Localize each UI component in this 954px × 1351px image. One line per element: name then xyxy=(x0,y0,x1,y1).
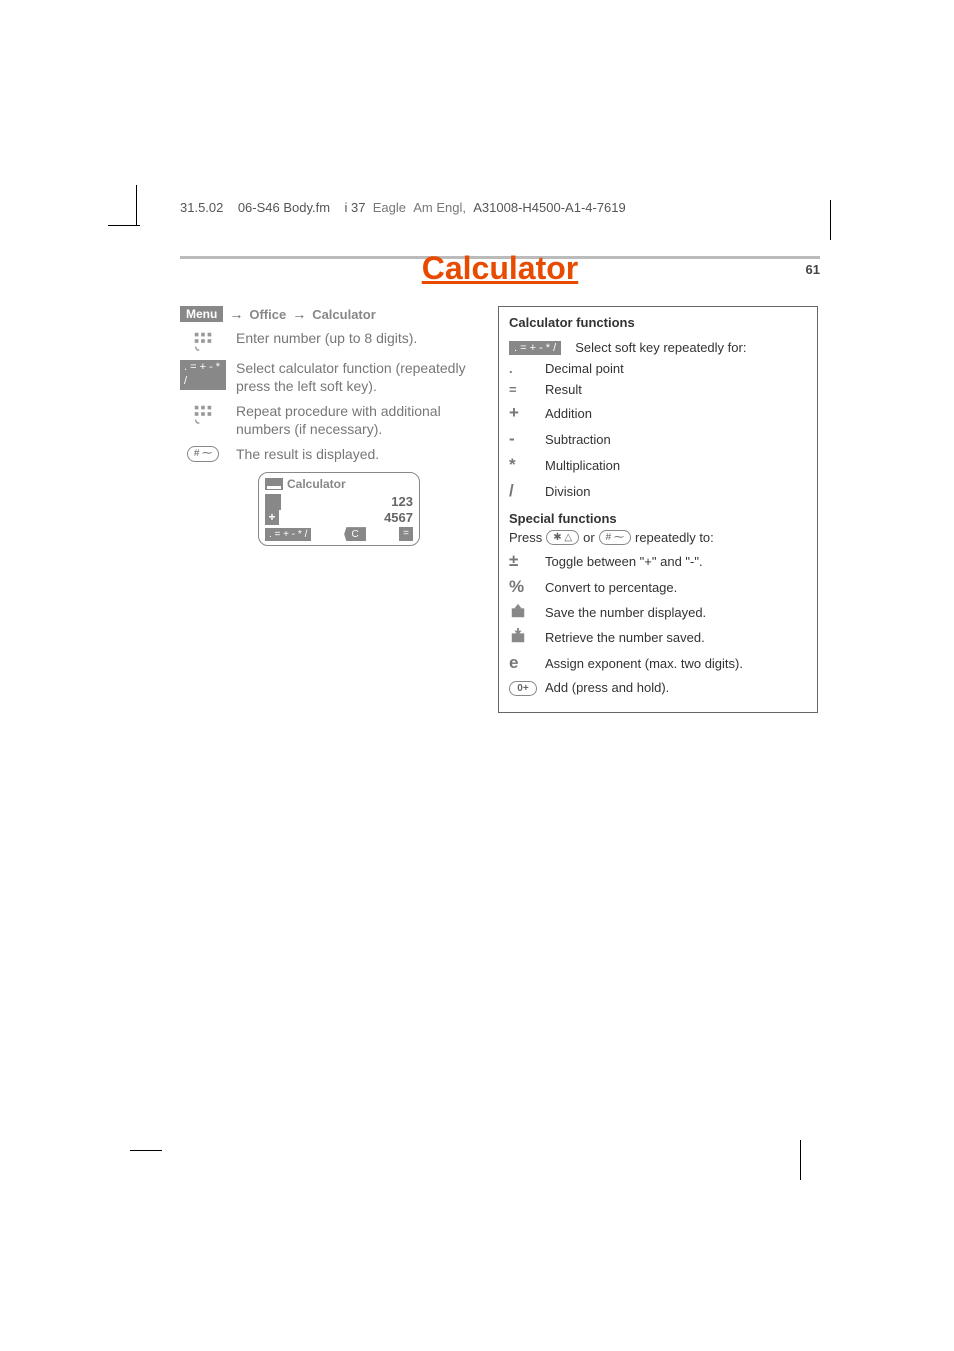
calculator-functions-box: Calculator functions . = + - * / Select … xyxy=(498,306,818,713)
instruction-text: Repeat procedure with additional numbers… xyxy=(236,403,480,438)
calc-line2: 4567 xyxy=(279,510,413,526)
percent-symbol: % xyxy=(509,577,531,597)
special-row: Save the number displayed. xyxy=(509,603,807,622)
crop-mark xyxy=(108,225,140,226)
press-text: repeatedly to: xyxy=(635,530,714,545)
hash-key-icon: # ⁓ xyxy=(599,530,631,545)
instructions-column: Menu → Office → Calculator Enter number … xyxy=(180,306,480,713)
menu-chip: Menu xyxy=(180,306,223,322)
arrow-icon: → xyxy=(229,306,243,322)
header-index: i 37 xyxy=(345,200,366,215)
instruction-text: Select calculator function (repeatedly p… xyxy=(236,360,480,395)
calc-softkeys: . = + - * / C = xyxy=(265,527,413,541)
softkey-icon: . = + - * / xyxy=(180,360,226,395)
hash-key-label: # ⁓ xyxy=(187,446,219,462)
function-row: . Decimal point xyxy=(509,361,807,376)
calc-plus-indicator: + xyxy=(265,510,279,526)
zero-key-icon: 0+ xyxy=(509,679,531,696)
special-row: e Assign exponent (max. two digits). xyxy=(509,653,807,673)
instruction-row: . = + - * / Select calculator function (… xyxy=(180,360,480,395)
press-or: or xyxy=(583,530,595,545)
save-icon xyxy=(509,603,531,622)
instruction-row: Enter number (up to 8 digits). xyxy=(180,330,480,352)
crop-mark xyxy=(830,200,831,240)
calculator-display-mock: Calculator 123 + 4567 . = + - * / C = xyxy=(258,472,420,547)
special-desc: Save the number displayed. xyxy=(545,605,706,620)
breadcrumb-item: Office xyxy=(249,307,286,322)
press-text: Press xyxy=(509,530,542,545)
function-symbol: - xyxy=(509,429,531,449)
exponent-symbol: e xyxy=(509,653,531,673)
instruction-text: The result is displayed. xyxy=(236,446,379,464)
function-desc: Result xyxy=(545,382,582,397)
keypad-icon xyxy=(180,403,226,438)
function-desc: Decimal point xyxy=(545,361,624,376)
function-symbol: . xyxy=(509,361,531,376)
special-desc: Retrieve the number saved. xyxy=(545,630,705,645)
press-instruction: Press ✱ △ or # ⁓ repeatedly to: xyxy=(509,530,807,545)
special-row: Retrieve the number saved. xyxy=(509,628,807,647)
instruction-row: Repeat procedure with additional numbers… xyxy=(180,403,480,438)
special-functions-heading: Special functions xyxy=(509,511,807,526)
star-key-icon: ✱ △ xyxy=(546,530,579,545)
header-metadata: 31.5.02 06-S46 Body.fm i 37 Eagle Am Eng… xyxy=(180,200,626,215)
header-file: 06-S46 Body.fm xyxy=(238,200,330,215)
softkey-description-row: . = + - * / Select soft key repeatedly f… xyxy=(509,340,807,355)
page-title: Calculator xyxy=(180,250,820,287)
function-symbol: * xyxy=(509,455,531,475)
function-desc: Addition xyxy=(545,406,592,421)
keypad-icon xyxy=(180,330,226,352)
cursor-strip xyxy=(265,494,281,510)
calc-softkey-left: . = + - * / xyxy=(265,528,311,541)
special-desc: Toggle between "+" and "-". xyxy=(545,554,703,569)
breadcrumb: Menu → Office → Calculator xyxy=(180,306,480,322)
special-row: % Convert to percentage. xyxy=(509,577,807,597)
function-symbol: + xyxy=(509,403,531,423)
instruction-text: Enter number (up to 8 digits). xyxy=(236,330,417,352)
plusminus-symbol: ± xyxy=(509,551,531,571)
header-lang: Am Engl, xyxy=(413,200,466,215)
calculator-icon xyxy=(265,478,283,490)
function-symbol: = xyxy=(509,382,531,397)
header-docid: A31008-H4500-A1-4-7619 xyxy=(473,200,626,215)
function-row: = Result xyxy=(509,382,807,397)
function-desc: Division xyxy=(545,484,591,499)
functions-heading: Calculator functions xyxy=(509,315,807,330)
softkey-chip: . = + - * / xyxy=(509,341,561,355)
calc-mock-title-row: Calculator xyxy=(265,477,413,491)
crop-mark xyxy=(130,1150,162,1151)
title-bar: Calculator 61 xyxy=(180,256,820,259)
softkey-label: . = + - * / xyxy=(180,360,226,390)
header-date: 31.5.02 xyxy=(180,200,223,215)
function-row: - Subtraction xyxy=(509,429,807,449)
page-number: 61 xyxy=(806,262,820,277)
calc-softkey-mid: C xyxy=(344,527,366,541)
special-row: ± Toggle between "+" and "-". xyxy=(509,551,807,571)
function-row: + Addition xyxy=(509,403,807,423)
function-desc: Subtraction xyxy=(545,432,611,447)
special-row: 0+ Add (press and hold). xyxy=(509,679,807,696)
special-desc: Convert to percentage. xyxy=(545,580,677,595)
special-desc: Add (press and hold). xyxy=(545,680,669,695)
load-icon xyxy=(509,628,531,647)
instruction-row: # ⁓ The result is displayed. xyxy=(180,446,480,464)
softkey-description: Select soft key repeatedly for: xyxy=(575,340,746,355)
arrow-icon: → xyxy=(292,306,306,322)
crop-mark xyxy=(800,1140,801,1180)
function-row: * Multiplication xyxy=(509,455,807,475)
calc-line1: 123 xyxy=(281,494,413,510)
hash-key-icon: # ⁓ xyxy=(180,446,226,464)
breadcrumb-item: Calculator xyxy=(312,307,376,322)
special-desc: Assign exponent (max. two digits). xyxy=(545,656,743,671)
function-symbol: / xyxy=(509,481,531,501)
function-row: / Division xyxy=(509,481,807,501)
calc-mock-title: Calculator xyxy=(287,477,346,491)
calc-softkey-right: = xyxy=(399,527,413,541)
header-product: Eagle xyxy=(373,200,406,215)
crop-mark xyxy=(136,185,137,225)
function-desc: Multiplication xyxy=(545,458,620,473)
